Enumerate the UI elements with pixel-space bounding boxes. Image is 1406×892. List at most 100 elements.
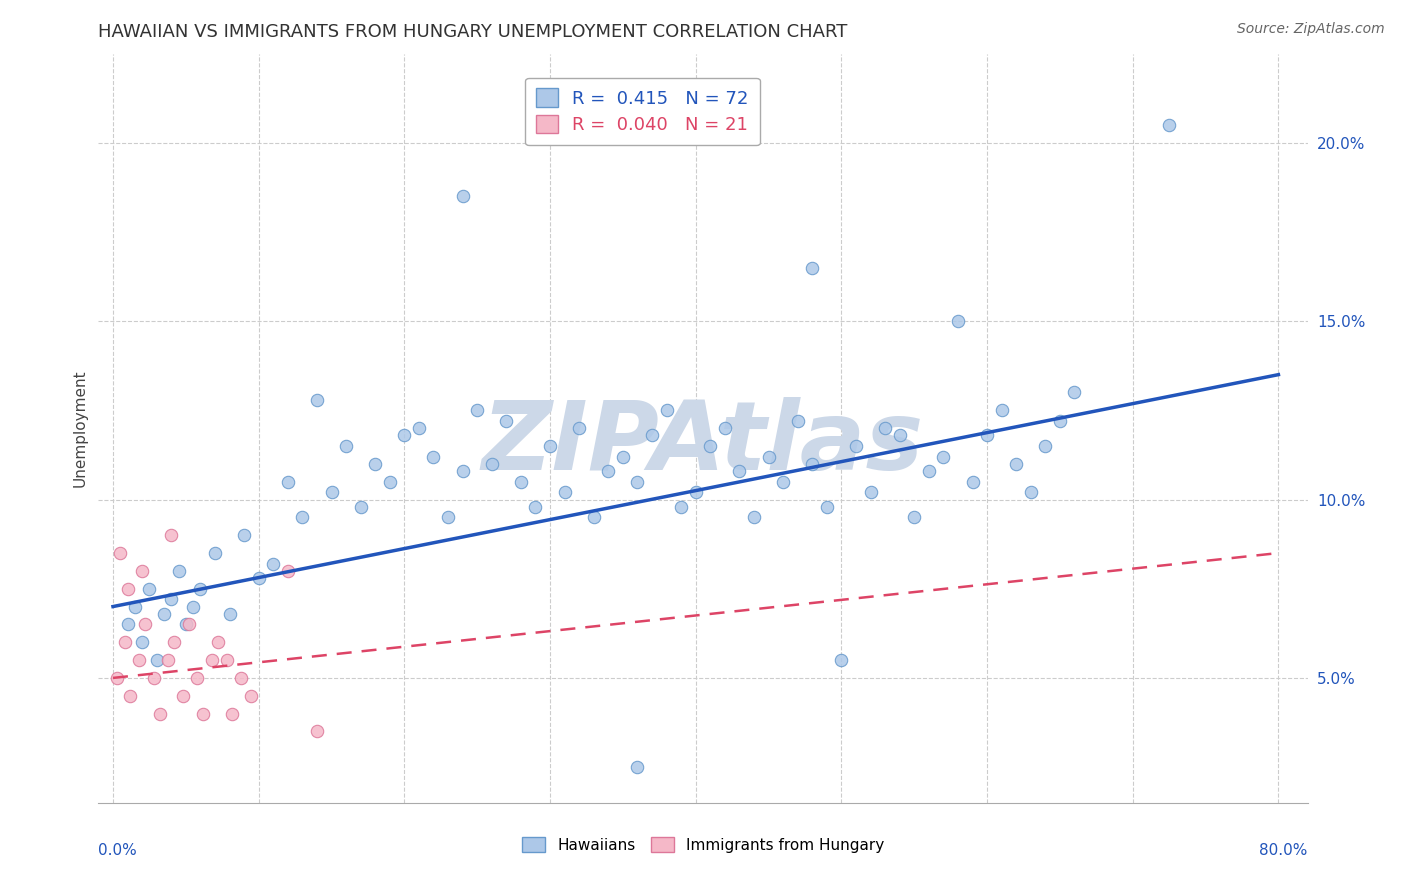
Point — [350, 500, 373, 514]
Point — [231, 671, 253, 685]
Point — [845, 439, 868, 453]
Point — [157, 653, 180, 667]
Point — [138, 582, 160, 596]
Point — [1063, 385, 1085, 400]
Point — [990, 403, 1012, 417]
Point — [149, 706, 172, 721]
Text: 80.0%: 80.0% — [1260, 843, 1308, 858]
Point — [218, 607, 240, 621]
Text: ZIPAtlas: ZIPAtlas — [482, 397, 924, 490]
Point — [305, 392, 328, 407]
Point — [641, 428, 664, 442]
Point — [669, 500, 692, 514]
Point — [201, 653, 224, 667]
Point — [932, 450, 955, 464]
Point — [117, 617, 139, 632]
Point — [181, 599, 204, 614]
Point — [918, 464, 941, 478]
Point — [742, 510, 765, 524]
Point — [247, 571, 270, 585]
Point — [1159, 118, 1181, 132]
Point — [889, 428, 911, 442]
Point — [163, 635, 186, 649]
Point — [758, 450, 780, 464]
Point — [174, 617, 197, 632]
Point — [142, 671, 165, 685]
Point — [233, 528, 256, 542]
Point — [946, 314, 969, 328]
Legend: Hawaiians, Immigrants from Hungary: Hawaiians, Immigrants from Hungary — [516, 830, 890, 859]
Point — [172, 689, 194, 703]
Point — [976, 428, 998, 442]
Point — [699, 439, 721, 453]
Point — [728, 464, 751, 478]
Point — [153, 607, 176, 621]
Point — [305, 724, 328, 739]
Point — [204, 546, 226, 560]
Point — [1005, 457, 1028, 471]
Point — [655, 403, 678, 417]
Point — [509, 475, 531, 489]
Point — [131, 635, 153, 649]
Point — [422, 450, 444, 464]
Point — [772, 475, 794, 489]
Point — [465, 403, 488, 417]
Point — [626, 475, 648, 489]
Point — [801, 457, 824, 471]
Point — [437, 510, 460, 524]
Point — [167, 564, 190, 578]
Point — [134, 617, 156, 632]
Point — [815, 500, 838, 514]
Point — [160, 592, 183, 607]
Text: 0.0%: 0.0% — [98, 843, 138, 858]
Point — [193, 706, 215, 721]
Point — [321, 485, 343, 500]
Point — [277, 475, 299, 489]
Point — [105, 671, 128, 685]
Point — [962, 475, 984, 489]
Point — [240, 689, 263, 703]
Point — [554, 485, 576, 500]
Point — [291, 510, 314, 524]
Point — [177, 617, 200, 632]
Point — [1033, 439, 1056, 453]
Point — [394, 428, 416, 442]
Point — [598, 464, 620, 478]
Point — [114, 635, 136, 649]
Point — [685, 485, 707, 500]
Point — [1019, 485, 1042, 500]
Point — [190, 582, 212, 596]
Point — [186, 671, 208, 685]
Point — [124, 599, 146, 614]
Point — [262, 557, 284, 571]
Text: Source: ZipAtlas.com: Source: ZipAtlas.com — [1237, 22, 1385, 37]
Point — [786, 414, 808, 428]
Point — [568, 421, 591, 435]
Point — [128, 653, 150, 667]
Text: HAWAIIAN VS IMMIGRANTS FROM HUNGARY UNEMPLOYMENT CORRELATION CHART: HAWAIIAN VS IMMIGRANTS FROM HUNGARY UNEM… — [98, 23, 848, 41]
Point — [801, 260, 824, 275]
Point — [875, 421, 897, 435]
Point — [1049, 414, 1071, 428]
Point — [481, 457, 503, 471]
Point — [714, 421, 737, 435]
Point — [903, 510, 925, 524]
Point — [626, 760, 648, 774]
Point — [335, 439, 357, 453]
Point — [830, 653, 852, 667]
Point — [110, 546, 132, 560]
Point — [612, 450, 634, 464]
Point — [451, 464, 474, 478]
Point — [145, 653, 167, 667]
Point — [495, 414, 517, 428]
Point — [582, 510, 605, 524]
Point — [277, 564, 299, 578]
Point — [131, 564, 153, 578]
Point — [117, 582, 139, 596]
Point — [538, 439, 561, 453]
Point — [364, 457, 387, 471]
Point — [451, 189, 474, 203]
Point — [221, 706, 243, 721]
Point — [378, 475, 401, 489]
Point — [160, 528, 183, 542]
